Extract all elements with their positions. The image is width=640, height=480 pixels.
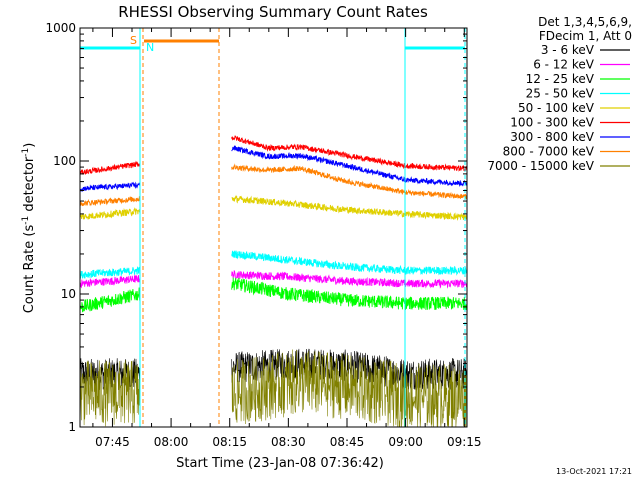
legend-entry-label: 800 - 7000 keV <box>503 145 595 159</box>
legend-entry-label: 25 - 50 keV <box>526 87 595 101</box>
x-axis-label: Start Time (23-Jan-08 07:36:42) <box>176 456 384 471</box>
saa-flag-label: S <box>130 34 137 47</box>
axes-layer: 1 10 100 1000 07:45 08:00 08:15 08:30 08:45 09:00… <box>45 21 481 449</box>
series-line-1 <box>79 270 467 289</box>
series-line-4 <box>79 194 468 221</box>
x-tick-label: 07:45 <box>95 435 130 449</box>
y-axis-label-sup1: -1 <box>21 216 31 225</box>
legend-entry-label: 3 - 6 keV <box>541 43 595 57</box>
legend-entry-label: 7000 - 15000 keV <box>487 159 594 173</box>
legend-entry-label: 6 - 12 keV <box>533 58 595 72</box>
legend-header-line-1: Det 1,3,4,5,6,9, <box>538 15 632 29</box>
series-line-2 <box>79 277 468 313</box>
x-tick-label: 08:00 <box>154 435 189 449</box>
y-tick-label: 10 <box>61 287 76 301</box>
series-line-5 <box>79 135 468 175</box>
y-tick-label: 1000 <box>45 21 76 35</box>
y-axis-label-end: ) <box>22 143 37 148</box>
legend-header-line-2: FDecim 1, Att 0 <box>539 29 632 43</box>
y-tick-label: 100 <box>53 154 76 168</box>
x-tick-label: 08:45 <box>330 435 365 449</box>
series-line-6 <box>79 145 468 193</box>
y-axis-label-main: Count Rate (s <box>22 225 37 314</box>
chart-title: RHESSI Observing Summary Count Rates <box>118 3 428 21</box>
legend-entry-label: 12 - 25 keV <box>526 72 595 86</box>
annotation-layer: SN <box>80 28 466 427</box>
y-axis-label-sup2: -1 <box>21 148 31 157</box>
x-tick-label: 08:30 <box>271 435 306 449</box>
legend-entry-label: 300 - 800 keV <box>510 130 594 144</box>
y-tick-label: 1 <box>68 420 76 434</box>
plot-data-layer <box>79 135 468 428</box>
x-tick-label: 09:15 <box>447 435 482 449</box>
legend-entry-label: 50 - 100 keV <box>518 101 595 115</box>
legend-entry-label: 100 - 300 keV <box>510 116 594 130</box>
y-axis-label: Count Rate (s-1 detector-1) <box>21 143 37 314</box>
plot-frame <box>79 27 468 428</box>
night-flag-label: N <box>146 41 154 54</box>
series-line-8 <box>79 349 468 428</box>
x-tick-label: 09:00 <box>388 435 423 449</box>
series-line-7 <box>79 163 468 207</box>
series-line-3 <box>79 250 468 279</box>
y-axis-label-mid: detector <box>22 156 37 216</box>
x-tick-label: 08:15 <box>212 435 247 449</box>
footer-timestamp: 13-Oct-2021 17:21 <box>556 467 632 476</box>
